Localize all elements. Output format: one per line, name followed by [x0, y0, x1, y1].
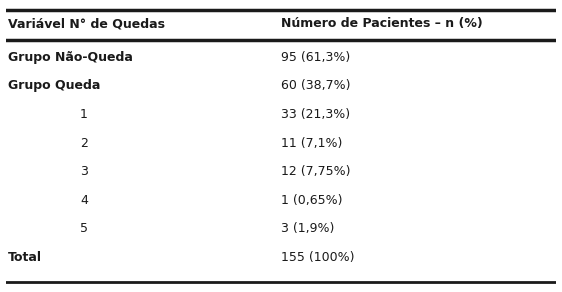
Text: 33 (21,3%): 33 (21,3%): [281, 108, 350, 121]
Text: 3: 3: [80, 165, 88, 178]
Text: 95 (61,3%): 95 (61,3%): [281, 51, 350, 64]
Text: 11 (7,1%): 11 (7,1%): [281, 137, 342, 150]
Text: Grupo Queda: Grupo Queda: [8, 79, 101, 92]
Text: 4: 4: [80, 194, 88, 207]
Text: 60 (38,7%): 60 (38,7%): [281, 79, 351, 92]
Text: 5: 5: [80, 223, 88, 235]
Text: 1 (0,65%): 1 (0,65%): [281, 194, 342, 207]
Text: 3 (1,9%): 3 (1,9%): [281, 223, 334, 235]
Text: Variável N° de Quedas: Variável N° de Quedas: [8, 17, 165, 30]
Text: 2: 2: [80, 137, 88, 150]
Text: 1: 1: [80, 108, 88, 121]
Text: Número de Pacientes – n (%): Número de Pacientes – n (%): [281, 17, 483, 30]
Text: 12 (7,75%): 12 (7,75%): [281, 165, 351, 178]
Text: Grupo Não-Queda: Grupo Não-Queda: [8, 51, 133, 64]
Text: 155 (100%): 155 (100%): [281, 251, 355, 264]
Text: Total: Total: [8, 251, 42, 264]
